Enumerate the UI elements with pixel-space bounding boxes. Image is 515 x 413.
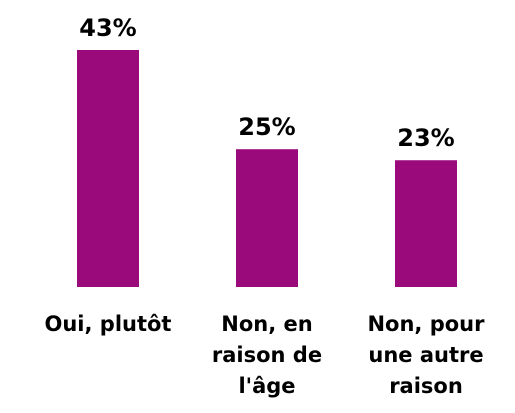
bar [236,149,298,287]
bar [77,50,139,287]
value-label: 23% [397,124,454,152]
bar [395,160,457,287]
value-label: 25% [238,113,295,141]
value-label: 43% [79,14,136,42]
category-label: Non, en raison de l'âge [211,312,323,398]
category-label: Oui, plutôt [44,312,172,336]
category-label: Non, pour une autre raison [367,312,485,398]
plot: 43% 25% 23% [77,14,457,287]
